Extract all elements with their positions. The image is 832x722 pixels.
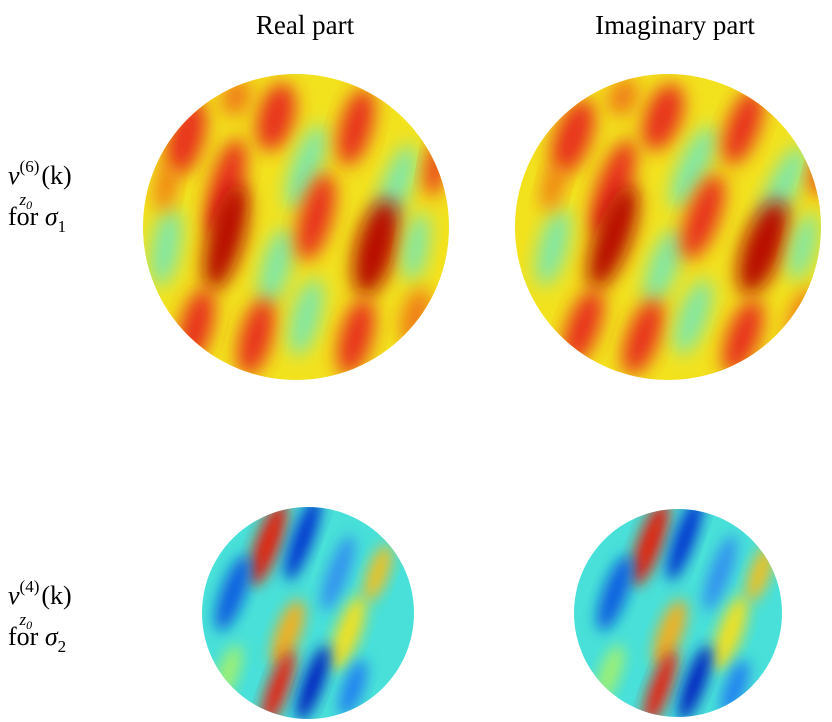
label-part: (6) [20, 160, 40, 174]
label-part: ν [8, 160, 20, 192]
real-part-1 [140, 70, 460, 390]
label-part: 0 [26, 618, 32, 632]
label-part: ν(4)z0(k) [8, 580, 72, 621]
heatmaps [0, 0, 832, 722]
label-part: (4) [20, 580, 40, 594]
column-title: Imaginary part [525, 10, 825, 41]
label-part: σ [45, 621, 58, 653]
imag-part-2 [572, 492, 792, 722]
label-part: z0 [20, 193, 40, 208]
label-part: 0 [26, 198, 32, 212]
label-part: (6)z0 [20, 172, 40, 201]
column-title: Real part [155, 10, 455, 41]
label-part: (4)z0 [20, 592, 40, 621]
label-part: ν [8, 580, 20, 612]
label-part: 2 [58, 631, 67, 663]
label-part: 1 [58, 211, 67, 243]
label-part: (k) [41, 580, 71, 612]
imag-part-1 [510, 70, 832, 390]
real-part-2 [200, 492, 420, 722]
figure: Real part Imaginary part ν(6)z0(k)for σ1… [0, 0, 832, 722]
label-part: z0 [20, 613, 40, 628]
label-part: σ [45, 201, 58, 233]
label-part: ν(6)z0(k) [8, 160, 72, 201]
label-part: (k) [41, 160, 71, 192]
